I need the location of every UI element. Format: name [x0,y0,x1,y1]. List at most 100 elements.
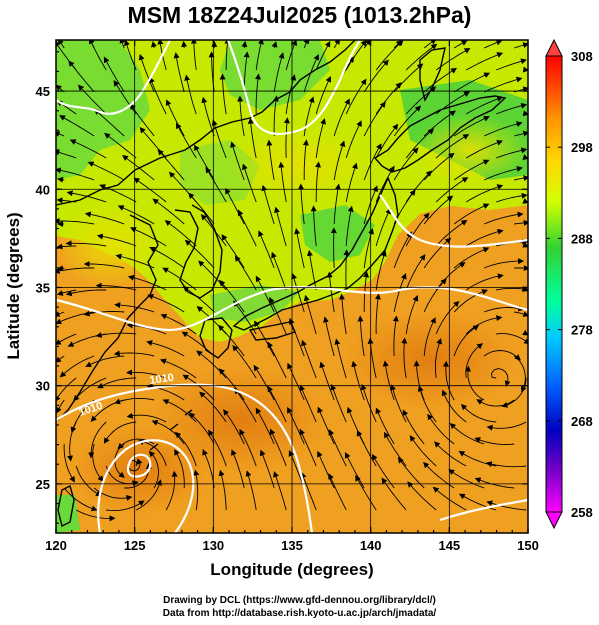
streamline [57,176,65,183]
streamline [165,470,178,511]
streamline [194,144,215,181]
streamline [255,407,275,445]
x-tick-label: 125 [124,538,146,553]
isobar [56,286,528,332]
streamline [269,428,287,467]
streamline [484,258,525,269]
coastline-korea [174,204,223,299]
streamline [453,72,491,93]
streamline [233,300,257,335]
streamline [435,261,466,291]
streamline [405,43,438,71]
streamline [371,453,395,489]
colorbar-min-arrow [545,511,563,530]
streamline [241,163,257,203]
streamline [355,474,377,511]
streamline [375,165,395,203]
streamline [56,149,77,159]
streamline [338,293,347,335]
streamline [303,40,310,49]
streamline [271,251,287,291]
streamline [56,399,65,414]
streamline [375,40,404,71]
map-title: MSM 18Z24Jul2025 (1013.2hPa) [127,2,472,28]
streamline [453,324,480,357]
streamline [160,313,197,335]
streamline [303,53,320,93]
streamline [496,102,528,115]
streamline [188,412,215,445]
coastline-honshu [232,176,399,331]
streamline [514,130,528,137]
axis-tick-labels: 120 125 130 135 140 145 150 25 30 35 40 45 [36,84,539,553]
colorbar-label: 258 [571,505,593,520]
streamline [465,365,485,401]
streamline [330,383,347,423]
streamline [465,228,504,247]
streamline [484,211,524,225]
streamline [237,95,245,137]
streamline [173,52,185,93]
y-axis-title: Latitude (degrees) [4,212,23,359]
streamline [360,383,377,423]
streamline [405,212,430,247]
streamline [345,78,367,115]
streamline [514,175,528,182]
streamline [56,218,95,225]
streamline [254,73,261,115]
streamline [88,421,107,459]
streamline [174,449,185,489]
streamline [317,450,335,489]
colorbar-label: 268 [571,414,593,429]
streamline [205,166,227,203]
streamline [496,286,528,292]
streamline [224,40,231,70]
streamline [114,302,155,313]
streamline [104,132,137,159]
streamline [381,477,407,511]
streamline [315,40,331,71]
streamline [484,40,503,49]
streamline [317,406,335,445]
streamline [514,219,528,226]
streamline [330,227,337,269]
credits: Drawing by DCL (https://www.gfd-dennou.o… [0,594,599,620]
streamline [84,211,125,225]
streamline [474,437,515,445]
streamline [423,40,437,49]
streamline [184,74,197,115]
streamline [423,237,452,269]
streamline [310,205,317,247]
streamline [59,355,95,378]
coastline-sakhalin [419,47,446,102]
streamline [513,355,527,393]
streamline [382,360,395,401]
streamline [56,355,65,363]
streamline [137,439,167,467]
streamline [69,139,107,159]
streamline [193,469,200,511]
streamline [319,361,335,401]
streamline [375,82,402,115]
streamline [241,40,248,49]
streamline [402,409,425,445]
streamline [423,195,454,225]
streamline [219,279,245,313]
colorbar-labels: 308 298 288 278 268 258 [571,49,593,520]
streamline [135,479,162,511]
streamline [315,118,326,159]
streamline [56,267,95,274]
coastlines [56,40,507,528]
streamline [333,40,340,49]
streamline [56,131,65,137]
y-tick-label: 25 [36,477,50,492]
streamline [63,443,75,483]
streamline [375,207,391,247]
streamline [56,333,77,345]
streamline [496,192,528,203]
streamline [234,255,257,291]
streamline [363,59,389,93]
streamline [486,421,527,431]
colorbar-max-arrow [545,38,563,57]
